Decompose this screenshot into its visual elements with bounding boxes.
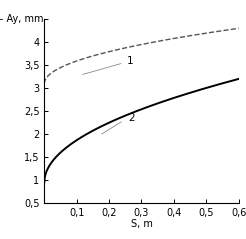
Text: 2: 2 xyxy=(128,113,135,123)
X-axis label: S, m: S, m xyxy=(131,219,152,229)
Text: 4,5– Ay, mm: 4,5– Ay, mm xyxy=(0,14,43,24)
Text: 1: 1 xyxy=(127,55,134,65)
